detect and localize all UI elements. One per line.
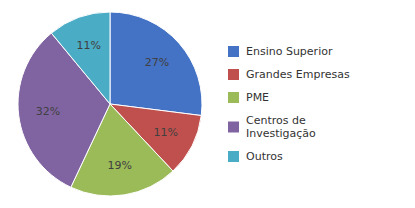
chart: 27% 11% 19% 32% 11% Ensino Superior Grandes Em… [0, 0, 415, 208]
legend-swatch [228, 69, 239, 80]
legend-label: Ensino Superior [246, 45, 333, 58]
data-label: 32% [36, 105, 60, 118]
chart-container: 27% 11% 19% 32% 11% Ensino Superior Grandes Em… [0, 0, 415, 208]
legend-swatch [228, 122, 239, 133]
legend-swatch [228, 151, 239, 162]
pie [18, 12, 202, 196]
legend: Ensino Superior Grandes Empresas PME Centro… [228, 45, 350, 163]
data-label: 27% [145, 56, 169, 69]
pie-slice [110, 12, 202, 116]
legend-label: Centros deInvestigação [246, 114, 316, 140]
data-label: 11% [154, 126, 178, 139]
data-label: 11% [77, 39, 101, 52]
pie-slice [51, 12, 110, 104]
legend-label: Grandes Empresas [246, 68, 350, 81]
data-label: 19% [108, 159, 132, 172]
legend-swatch [228, 92, 239, 103]
legend-swatch [228, 46, 239, 57]
data-labels: 27% 11% 19% 32% 11% [36, 39, 178, 173]
legend-label: Outros [246, 150, 283, 163]
legend-label: PME [246, 91, 269, 104]
